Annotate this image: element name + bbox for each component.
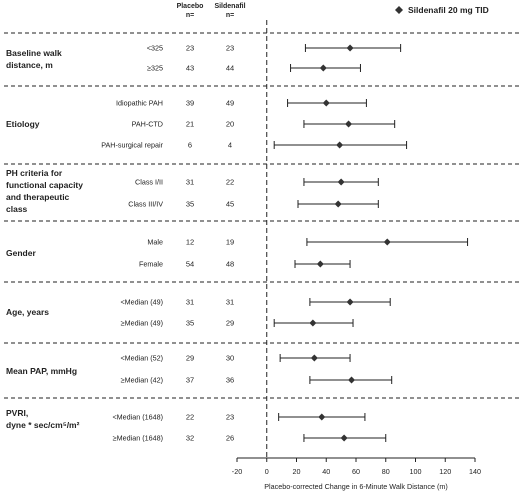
sildenafil-n: 44 <box>226 64 234 73</box>
placebo-n: 35 <box>186 319 194 328</box>
placebo-n: 6 <box>188 141 192 150</box>
x-tick-label: 0 <box>265 467 269 476</box>
sildenafil-n: 29 <box>226 319 234 328</box>
placebo-n: 37 <box>186 376 194 385</box>
sildenafil-n: 31 <box>226 298 234 307</box>
subgroup-label: PAH-surgical repair <box>101 141 163 150</box>
subgroup-label: Male <box>147 238 163 247</box>
point-estimate <box>334 200 342 208</box>
placebo-n: 22 <box>186 413 194 422</box>
point-estimate <box>340 434 348 442</box>
subgroup-label: ≥Median (49) <box>121 319 163 328</box>
x-tick-label: 60 <box>352 467 360 476</box>
x-axis-title: Placebo-corrected Change in 6-Minute Wal… <box>264 482 448 491</box>
sildenafil-n: 22 <box>226 178 234 187</box>
x-tick-label: 20 <box>293 467 301 476</box>
placebo-n: 31 <box>186 178 194 187</box>
sildenafil-n-header: n= <box>226 12 234 19</box>
group-label: Gender <box>6 248 36 258</box>
group-label: distance, m <box>6 60 53 70</box>
point-estimate <box>383 238 391 246</box>
sildenafil-n: 4 <box>228 141 232 150</box>
x-tick-label: 40 <box>322 467 330 476</box>
point-estimate <box>322 99 330 107</box>
group-label: and therapeutic <box>6 192 70 202</box>
subgroup-label: PAH-CTD <box>132 120 163 129</box>
sildenafil-n: 30 <box>226 354 234 363</box>
group-label: Baseline walk <box>6 48 62 58</box>
x-tick-label: 100 <box>410 467 422 476</box>
point-estimate <box>346 298 354 306</box>
point-estimate <box>336 141 344 149</box>
subgroup-label: ≥Median (42) <box>121 376 163 385</box>
group-label: Age, years <box>6 307 49 317</box>
subgroup-label: <Median (49) <box>120 298 163 307</box>
sildenafil-n: 23 <box>226 413 234 422</box>
group-label: dyne * sec/cm⁵/m² <box>6 420 80 430</box>
point-estimate <box>319 64 327 72</box>
subgroup-label: Female <box>139 260 163 269</box>
point-estimate <box>309 319 317 327</box>
sildenafil-n: 23 <box>226 44 234 53</box>
point-estimate <box>310 354 318 362</box>
group-label: PH criteria for <box>6 168 63 178</box>
placebo-n-header: n= <box>186 12 194 19</box>
placebo-n: 54 <box>186 260 194 269</box>
point-estimate <box>337 178 345 186</box>
placebo-n: 32 <box>186 434 194 443</box>
placebo-header: Placebo <box>177 3 204 10</box>
placebo-n: 21 <box>186 120 194 129</box>
legend-label: Sildenafil 20 mg TID <box>408 5 489 15</box>
placebo-n: 39 <box>186 99 194 108</box>
sildenafil-n: 26 <box>226 434 234 443</box>
placebo-n: 43 <box>186 64 194 73</box>
group-label: Mean PAP, mmHg <box>6 366 77 376</box>
x-tick-label: 140 <box>469 467 481 476</box>
x-tick-label: -20 <box>232 467 242 476</box>
subgroup-label: <325 <box>147 44 163 53</box>
subgroup-label: <Median (52) <box>120 354 163 363</box>
placebo-n: 12 <box>186 238 194 247</box>
subgroup-label: Idiopathic PAH <box>116 99 163 108</box>
subgroup-label: Class III/IV <box>128 200 163 209</box>
subgroup-label: Class I/II <box>135 178 163 187</box>
group-label: PVRI, <box>6 408 28 418</box>
x-tick-label: 80 <box>382 467 390 476</box>
placebo-n: 31 <box>186 298 194 307</box>
sildenafil-n: 45 <box>226 200 234 209</box>
sildenafil-n: 36 <box>226 376 234 385</box>
group-label: Etiology <box>6 119 40 129</box>
sildenafil-header: Sildenafil <box>214 3 245 10</box>
group-label: functional capacity <box>6 180 83 190</box>
subgroup-label: ≥325 <box>147 64 163 73</box>
subgroup-label: <Median (1648) <box>112 413 163 422</box>
subgroup-label: ≥Median (1648) <box>113 434 163 443</box>
x-tick-label: 120 <box>439 467 451 476</box>
placebo-n: 35 <box>186 200 194 209</box>
sildenafil-n: 20 <box>226 120 234 129</box>
sildenafil-n: 49 <box>226 99 234 108</box>
point-estimate <box>316 260 324 268</box>
point-estimate <box>348 376 356 384</box>
point-estimate <box>318 413 326 421</box>
placebo-n: 29 <box>186 354 194 363</box>
sildenafil-n: 48 <box>226 260 234 269</box>
point-estimate <box>346 44 354 52</box>
sildenafil-n: 19 <box>226 238 234 247</box>
point-estimate <box>345 120 353 128</box>
legend-marker <box>395 6 403 14</box>
group-label: class <box>6 204 28 214</box>
placebo-n: 23 <box>186 44 194 53</box>
